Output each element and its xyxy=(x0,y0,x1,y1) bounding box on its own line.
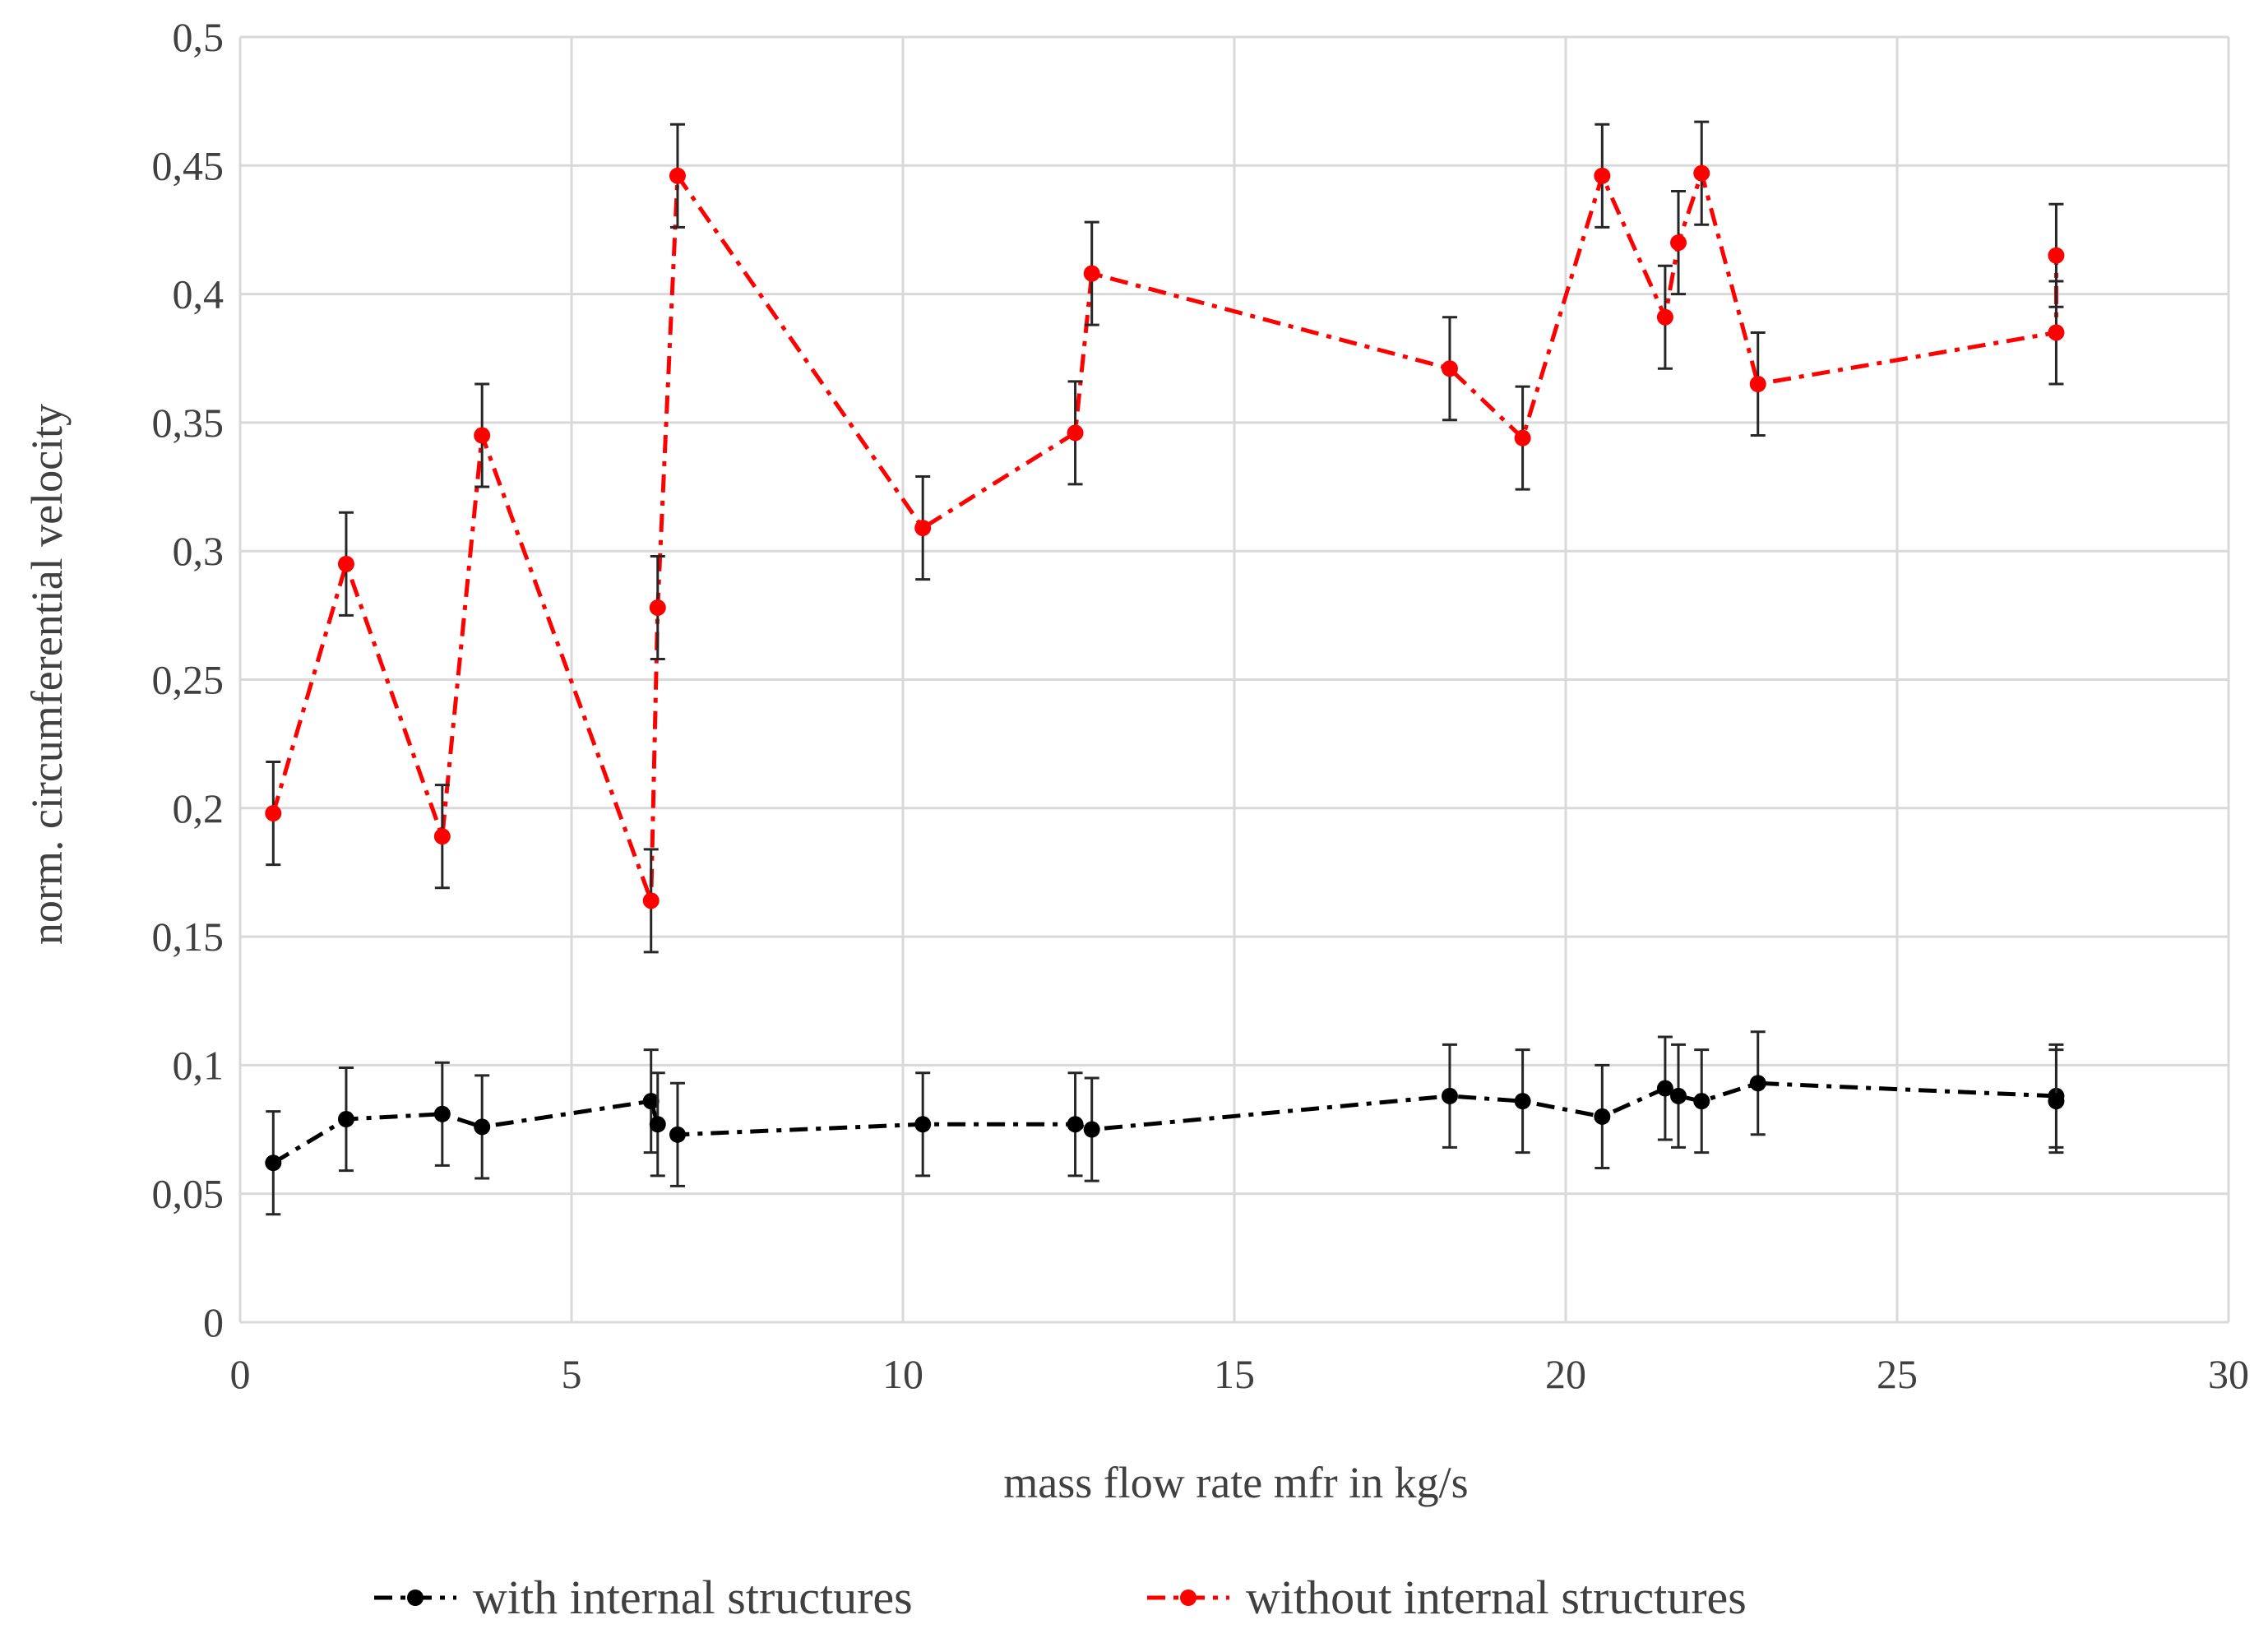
data-point-without xyxy=(2048,324,2065,341)
data-point-without xyxy=(1670,234,1687,252)
data-point-with xyxy=(1749,1075,1766,1092)
legend-label-without: without internal structures xyxy=(1246,1571,1747,1624)
data-point-without xyxy=(642,892,660,909)
y-tick-label: 0,5 xyxy=(173,14,224,60)
series-line-with xyxy=(272,1080,2058,1165)
data-point-without xyxy=(1656,308,1673,326)
data-point-with xyxy=(669,1126,686,1143)
x-tick-label: 10 xyxy=(882,1351,923,1397)
data-point-with xyxy=(914,1116,932,1133)
y-tick-label: 0,4 xyxy=(173,271,224,317)
series-without xyxy=(265,120,2065,954)
data-point-without xyxy=(669,167,686,184)
data-point-without xyxy=(1693,164,1710,182)
legend-item-without: without internal structures xyxy=(1147,1571,1747,1624)
data-point-without xyxy=(337,555,354,572)
x-tick-label: 5 xyxy=(562,1351,582,1397)
y-tick-label: 0 xyxy=(203,1299,224,1345)
data-point-with xyxy=(1670,1087,1687,1104)
y-tick-label: 0,05 xyxy=(152,1171,224,1217)
data-point-with xyxy=(2048,1093,2065,1110)
plot-area xyxy=(265,120,2065,1216)
data-point-with xyxy=(1083,1121,1100,1138)
data-point-without xyxy=(474,427,491,444)
data-point-with xyxy=(433,1105,451,1122)
data-point-without xyxy=(433,828,451,845)
legend: with internal structures without interna… xyxy=(374,1571,1747,1624)
data-point-with xyxy=(642,1093,660,1110)
x-axis: 0 5 10 15 20 25 30 xyxy=(230,1351,2250,1397)
data-point-with xyxy=(474,1118,491,1136)
data-point-without xyxy=(649,599,666,616)
data-point-without xyxy=(1594,167,1611,184)
data-point-without xyxy=(1441,360,1458,377)
data-point-with xyxy=(337,1111,354,1128)
y-tick-label: 0,2 xyxy=(173,785,224,831)
data-point-with xyxy=(265,1154,282,1172)
x-tick-label: 25 xyxy=(1877,1351,1918,1397)
y-tick-label: 0,45 xyxy=(152,142,224,188)
data-point-with xyxy=(1656,1080,1673,1097)
data-point-without xyxy=(1749,376,1766,393)
y-tick-label: 0,35 xyxy=(152,400,224,446)
data-point-without xyxy=(265,805,282,822)
series-with xyxy=(265,1030,2065,1216)
data-point-without xyxy=(1083,265,1100,282)
legend-marker-with xyxy=(407,1589,424,1606)
legend-label-with: with internal structures xyxy=(473,1571,913,1624)
legend-item-with: with internal structures xyxy=(374,1571,913,1624)
x-tick-label: 20 xyxy=(1545,1351,1586,1397)
x-tick-label: 15 xyxy=(1214,1351,1255,1397)
legend-marker-without xyxy=(1180,1589,1196,1606)
data-point-without xyxy=(2048,247,2065,264)
data-point-with xyxy=(649,1116,666,1133)
y-tick-label: 0,3 xyxy=(173,528,224,574)
y-axis-title: norm. circumferential velocity xyxy=(22,404,72,945)
data-point-without xyxy=(1514,429,1531,447)
data-point-without xyxy=(914,520,932,537)
grid xyxy=(238,35,2230,1324)
data-point-with xyxy=(1594,1108,1611,1125)
series-line-without xyxy=(271,165,2058,902)
y-tick-label: 0,15 xyxy=(152,914,224,960)
y-tick-label: 0,1 xyxy=(173,1042,224,1088)
data-point-without xyxy=(1067,424,1084,442)
y-axis: 0 0,05 0,1 0,15 0,2 0,25 0,3 0,35 0,4 0,45 0,5 xyxy=(152,14,224,1345)
y-tick-label: 0,25 xyxy=(152,657,224,703)
data-point-with xyxy=(1441,1087,1458,1104)
x-axis-title: mass flow rate mfr in kg/s xyxy=(1003,1458,1468,1507)
x-tick-label: 30 xyxy=(2208,1351,2249,1397)
data-point-with xyxy=(1693,1093,1710,1110)
data-point-with xyxy=(1514,1093,1531,1110)
x-tick-label: 0 xyxy=(230,1351,251,1397)
data-point-with xyxy=(1067,1116,1084,1133)
